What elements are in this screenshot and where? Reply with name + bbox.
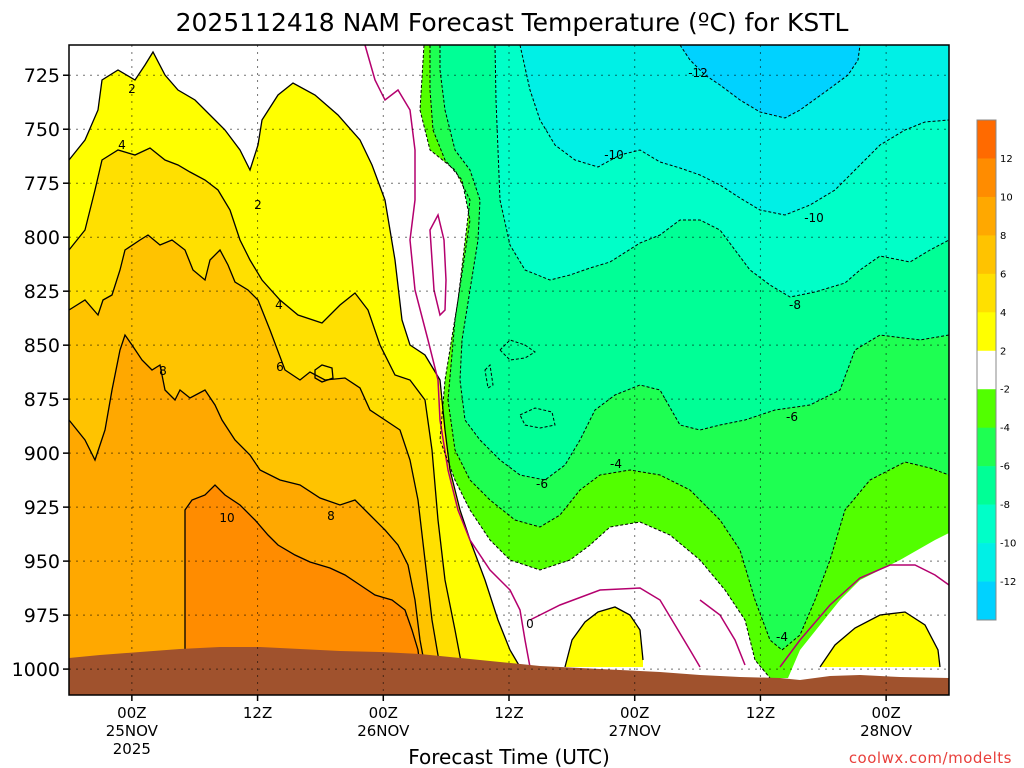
cold-contours	[419, 44, 950, 679]
colorbar-swatch	[977, 196, 996, 236]
colorbar-swatch	[977, 273, 996, 313]
contour-labels: 2 4 2 4 6 8 8 10 -12 -10 -10 -8 -6 -6 -4…	[118, 66, 824, 644]
contour-label: 2	[128, 82, 136, 96]
colorbar-tick-label: -6	[1000, 462, 1010, 473]
contour-label: 6	[276, 360, 284, 374]
contour-label: -6	[536, 477, 548, 491]
y-tick-label: 975	[24, 605, 60, 627]
colorbar-swatch	[977, 120, 996, 159]
colorbar-tick-label: -4	[1000, 423, 1010, 434]
colorbar-tick-label: -12	[1000, 577, 1016, 588]
colorbar-swatch	[977, 312, 996, 352]
y-tick-label: 950	[24, 551, 60, 573]
contour-label: -10	[804, 211, 824, 225]
x-axis-label: Forecast Time (UTC)	[408, 745, 610, 768]
y-tick-label: 825	[24, 281, 60, 303]
warm-pocket-27nov	[565, 607, 643, 667]
x-tick-label: 12Z	[494, 704, 523, 722]
credit-text: coolwx.com/modelts	[849, 749, 1012, 767]
contour-label: 2	[254, 198, 262, 212]
x-tick-date: 26NOV	[357, 722, 410, 740]
x-tick-date: 27NOV	[609, 722, 662, 740]
contour-label: 8	[159, 364, 167, 378]
colorbar-swatch	[977, 466, 996, 505]
colorbar-swatch	[977, 235, 996, 275]
colorbar-tick-label: 12	[1000, 154, 1013, 165]
x-tick-label: 12Z	[243, 704, 272, 722]
chart-title: 2025112418 NAM Forecast Temperature (ºC)…	[176, 8, 849, 37]
colorbar-swatch	[977, 158, 996, 198]
colorbar-tick-label: 4	[1000, 308, 1006, 319]
contour-label: 8	[327, 509, 335, 523]
plot-area	[68, 44, 950, 695]
warm-region-10	[185, 485, 420, 667]
contour-label: 10	[219, 511, 234, 525]
contour-label: -6	[786, 410, 798, 424]
contour-label: 0	[526, 617, 534, 631]
colorbar-tick-label: 6	[1000, 269, 1006, 280]
colorbar-swatch	[977, 504, 996, 544]
x-tick-date: 25NOV	[106, 722, 159, 740]
cold-region-m12	[680, 45, 860, 118]
x-tick-label: 00Z	[117, 704, 146, 722]
y-tick-label: 900	[24, 443, 60, 465]
x-tick-year: 2025	[113, 740, 151, 758]
colorbar-swatch	[977, 350, 996, 390]
warm-contours	[68, 50, 941, 668]
colorbar-swatch	[977, 581, 996, 621]
colorbar: 12 10 8 6 4 2 -2 -4 -6 -8 -10 -12	[976, 119, 1016, 621]
colorbar-tick-label: 2	[1000, 346, 1006, 357]
colorbar-frame	[976, 119, 997, 621]
y-tick-label: 1000	[12, 659, 60, 681]
contour-label: 4	[275, 298, 283, 312]
x-tick-label: 12Z	[746, 704, 775, 722]
cold-region-m10	[520, 45, 949, 215]
contour-label: -8	[789, 298, 801, 312]
colorbar-tick-label: -2	[1000, 385, 1010, 396]
warm-pocket-28nov	[820, 612, 940, 667]
contour-label: -4	[776, 630, 788, 644]
y-tick-label: 850	[24, 335, 60, 357]
x-tick-date: 28NOV	[860, 722, 913, 740]
colorbar-swatch	[977, 427, 996, 467]
colorbar-tick-label: -8	[1000, 500, 1010, 511]
y-axis: 725 750 775 800 825 850 875 900 925 950 975 1000	[12, 65, 69, 681]
contour-label: 4	[118, 138, 126, 152]
y-tick-label: 775	[24, 173, 60, 195]
colorbar-swatch	[977, 389, 996, 428]
y-tick-label: 750	[24, 119, 60, 141]
x-tick-label: 00Z	[871, 704, 900, 722]
colorbar-tick-label: -10	[1000, 539, 1016, 550]
y-tick-label: 925	[24, 497, 60, 519]
x-tick-label: 00Z	[620, 704, 649, 722]
y-tick-label: 725	[24, 65, 60, 87]
colorbar-tick-label: 10	[1000, 192, 1013, 203]
terrain	[69, 647, 949, 695]
contour-label: -12	[688, 66, 708, 80]
y-tick-label: 800	[24, 227, 60, 249]
zero-contours	[364, 44, 950, 668]
x-tick-label: 00Z	[369, 704, 398, 722]
colorbar-swatch	[977, 543, 996, 582]
contour-label: -4	[610, 457, 622, 471]
y-tick-label: 875	[24, 389, 60, 411]
colorbar-tick-label: 8	[1000, 231, 1006, 242]
contour-label: -10	[604, 148, 624, 162]
